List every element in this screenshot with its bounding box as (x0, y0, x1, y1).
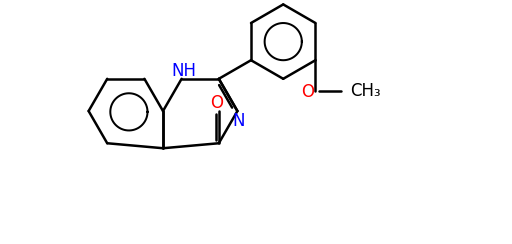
Text: O: O (210, 94, 223, 112)
Text: N: N (232, 112, 245, 130)
Text: O: O (302, 83, 314, 101)
Text: CH₃: CH₃ (350, 82, 380, 100)
Text: NH: NH (171, 62, 196, 80)
